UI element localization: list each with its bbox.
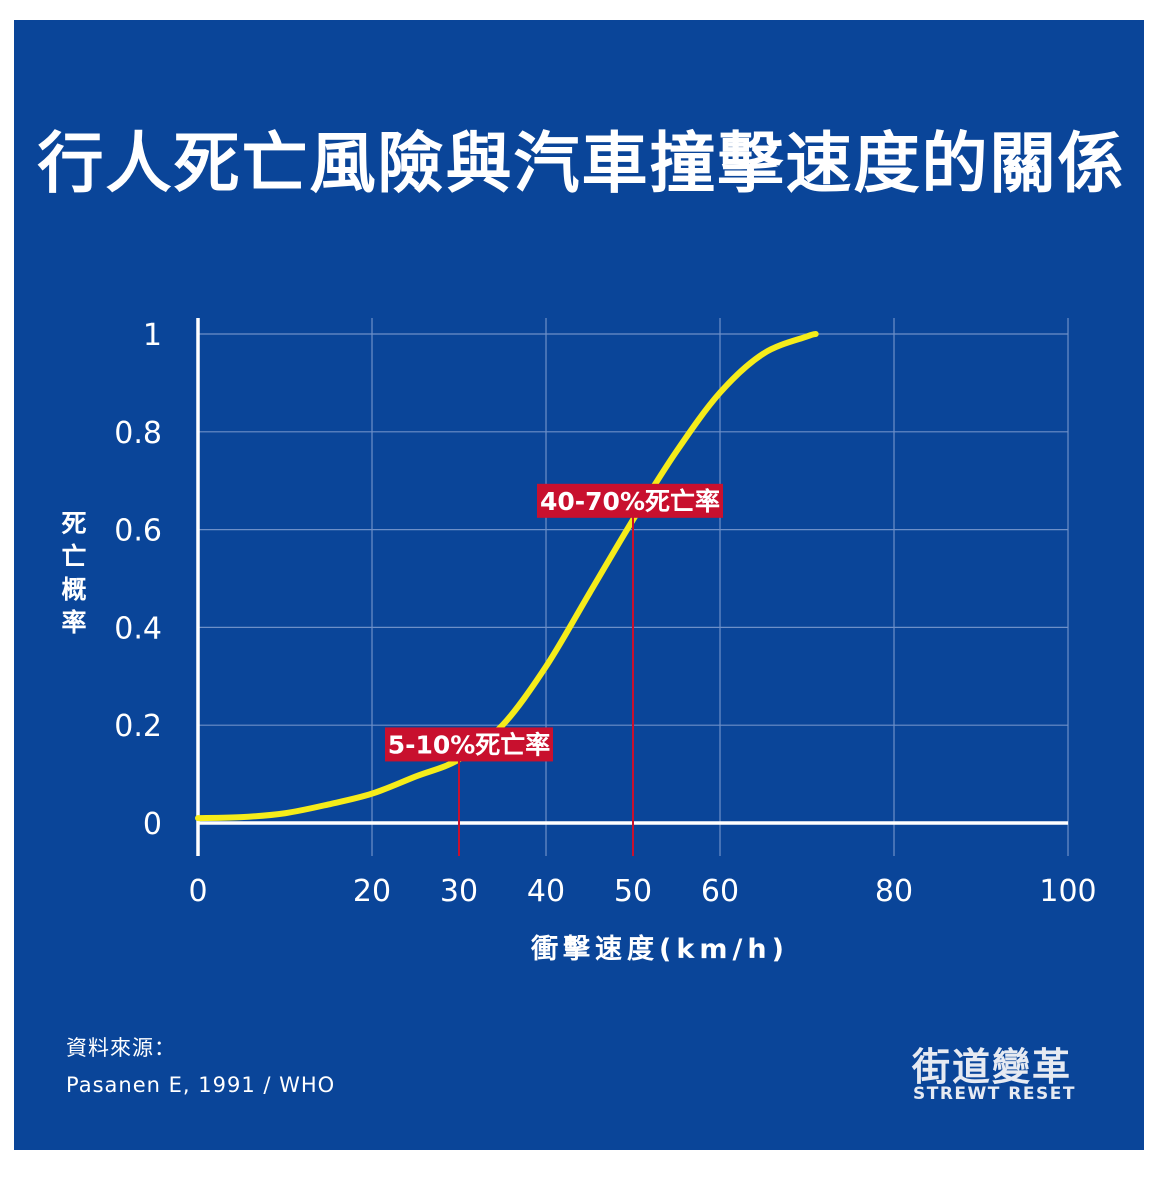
source-label: 資料來源： xyxy=(66,1036,176,1060)
logo-chinese: 街道變革 xyxy=(912,1045,1073,1089)
y-axis-title-char: 死 xyxy=(61,509,86,538)
x-tick-label: 100 xyxy=(1039,874,1096,909)
x-tick-label: 20 xyxy=(353,874,391,909)
y-tick-label: 0 xyxy=(143,807,162,842)
fatality-curve xyxy=(195,331,819,822)
x-tick-label: 40 xyxy=(527,874,565,909)
y-axis-title-char: 概 xyxy=(61,575,86,604)
y-tick-label: 0.2 xyxy=(114,709,162,744)
chart-title: 行人死亡風險與汽車撞擊速度的關係 xyxy=(37,125,1126,202)
chart-card xyxy=(14,20,1144,1150)
y-axis-title-char: 亡 xyxy=(61,542,86,571)
x-tick-label: 50 xyxy=(614,874,652,909)
annotation-label-box xyxy=(537,483,723,518)
y-tick-label: 1 xyxy=(143,318,162,353)
source-text: Pasanen E, 1991 / WHO xyxy=(66,1073,336,1097)
annotation-label: 40-70%死亡率 xyxy=(540,487,720,516)
y-tick-label: 0.8 xyxy=(114,416,162,451)
y-axis-title: 死亡概率 xyxy=(61,509,86,637)
annotation-label-box xyxy=(385,727,553,762)
annotation-label: 5-10%死亡率 xyxy=(388,730,551,759)
x-tick-label: 0 xyxy=(188,874,207,909)
x-tick-label: 80 xyxy=(875,874,913,909)
x-axis-title: 衝擊速度(km/h) xyxy=(530,933,789,965)
y-axis-title-char: 率 xyxy=(61,608,86,637)
logo-english: STREWT RESET xyxy=(913,1084,1076,1104)
y-tick-label: 0.6 xyxy=(114,514,162,549)
x-tick-label: 30 xyxy=(440,874,478,909)
x-tick-label: 60 xyxy=(701,874,739,909)
y-tick-label: 0.4 xyxy=(114,611,162,646)
